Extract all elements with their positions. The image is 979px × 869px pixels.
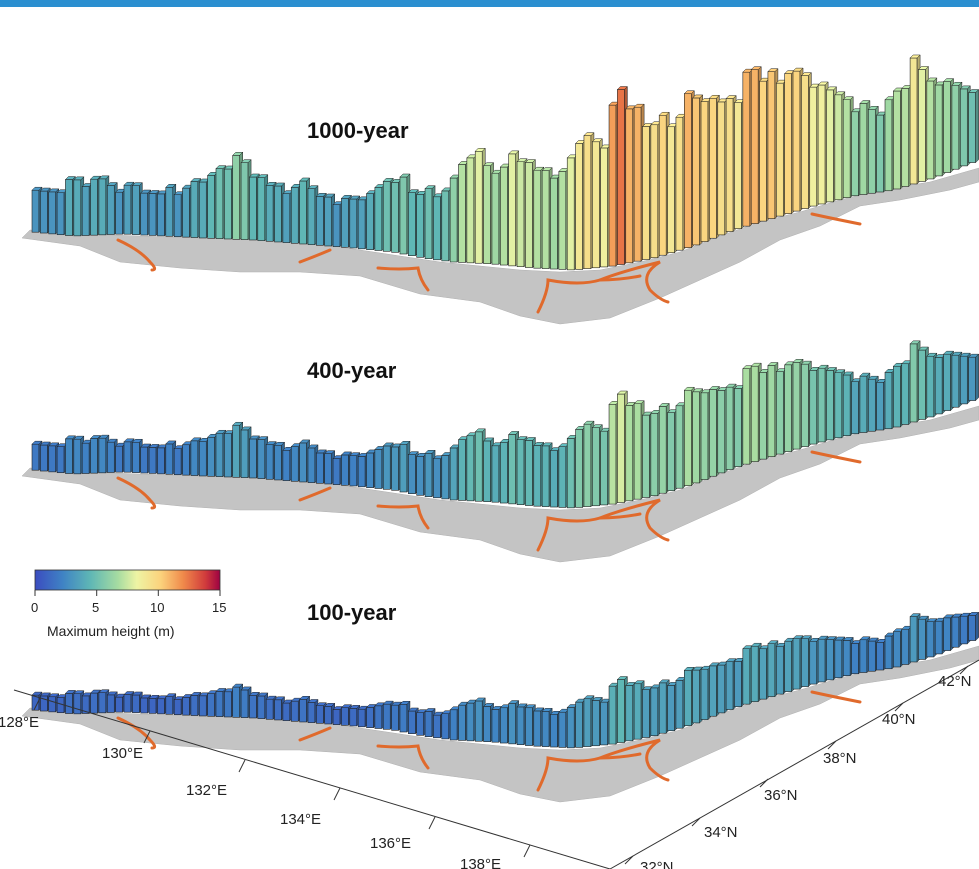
fault-line (116, 238, 157, 272)
fault-line (376, 266, 430, 292)
panel-title-1000-year: 1000-year (307, 118, 409, 143)
y-tick-32N: 32°N (640, 859, 674, 869)
panel-title-400-year: 400-year (307, 358, 397, 383)
panel-1000-year (21, 54, 979, 325)
colorbar: 0 5 10 15 Maximum height (m) (31, 569, 226, 639)
map-axes: 128°E 130°E 132°E 134°E 136°E 138°E 32°N… (0, 659, 979, 869)
fault-line (536, 738, 670, 792)
fault-line (536, 260, 670, 314)
fault-line (116, 476, 157, 510)
fault-line (810, 212, 862, 226)
x-tick-132E: 132°E (186, 782, 227, 799)
fault-line (298, 486, 332, 502)
bar (968, 611, 979, 642)
fault-line (536, 498, 670, 552)
panel-title-100-year: 100-year (307, 600, 397, 625)
y-tick-38N: 38°N (823, 750, 857, 767)
land-shape (21, 167, 979, 325)
y-tick-40N: 40°N (882, 711, 916, 728)
colorbar-tick-0: 0 (31, 600, 38, 615)
fault-line (598, 752, 642, 760)
bar (968, 88, 979, 164)
colorbar-tick-5: 5 (92, 600, 99, 615)
x-tick-138E: 138°E (460, 856, 501, 869)
fault-line (598, 274, 642, 282)
fault-line (598, 512, 642, 520)
fault-line (376, 744, 430, 770)
x-tick-134E: 134°E (280, 811, 321, 828)
fault-line (116, 716, 157, 750)
colorbar-tick-10: 10 (150, 600, 164, 615)
y-tick-42N: 42°N (938, 673, 972, 690)
header-bar (0, 0, 979, 7)
land-shape (21, 405, 979, 563)
fault-line (810, 690, 862, 704)
bar (968, 353, 979, 402)
y-tick-34N: 34°N (704, 824, 738, 841)
fault-line (298, 248, 332, 264)
panel-100-year (21, 611, 979, 803)
colorbar-gradient (34, 569, 221, 591)
panel-400-year (21, 340, 979, 563)
colorbar-label: Maximum height (m) (47, 623, 175, 639)
colorbar-tick-15: 15 (212, 600, 226, 615)
y-tick-36N: 36°N (764, 787, 798, 804)
fault-line (298, 726, 332, 742)
x-tick-128E: 128°E (0, 714, 39, 731)
fault-line (376, 504, 430, 530)
land-shape (21, 645, 979, 803)
x-tick-136E: 136°E (370, 835, 411, 852)
x-tick-130E: 130°E (102, 745, 143, 762)
fault-line (810, 450, 862, 464)
